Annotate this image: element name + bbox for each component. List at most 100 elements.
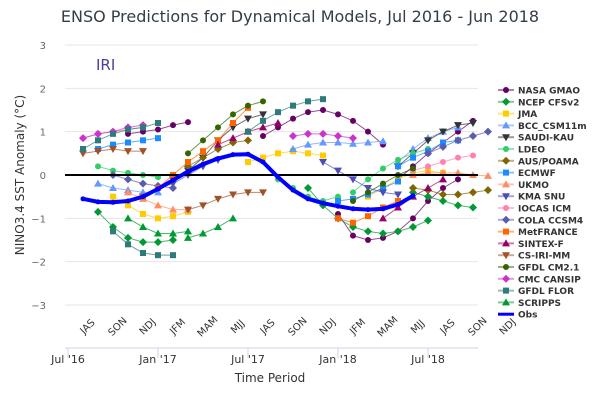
legend-item[interactable]: MetFRANCE <box>498 228 578 238</box>
data-point <box>394 203 402 211</box>
data-point <box>215 124 221 131</box>
data-point <box>155 120 161 126</box>
data-point <box>124 233 132 242</box>
legend-item[interactable]: BCC_CSM11m <box>498 121 587 132</box>
legend-item[interactable]: NASA GMAO <box>498 87 580 97</box>
legend-label: SAUDI-KAU <box>518 134 574 144</box>
data-point <box>260 154 266 161</box>
y-tick-label: 2 <box>40 84 46 95</box>
data-point <box>364 185 372 192</box>
data-point <box>229 191 237 199</box>
legend-item[interactable]: UKMO <box>498 180 549 191</box>
data-point <box>244 136 252 145</box>
data-point <box>214 223 222 230</box>
obs-point <box>125 198 131 204</box>
data-point <box>260 133 266 139</box>
data-point <box>154 201 162 209</box>
data-point <box>305 150 311 157</box>
data-point <box>125 202 131 209</box>
data-point <box>395 156 401 163</box>
data-point <box>124 188 132 196</box>
legend-item[interactable]: ECMWF <box>498 169 556 179</box>
data-point <box>454 136 462 145</box>
data-point <box>502 239 510 247</box>
data-point <box>484 171 492 179</box>
x-season-label: NDJ <box>138 317 159 338</box>
legend-item[interactable]: NCEP CFSv2 <box>498 97 579 109</box>
data-point <box>304 184 312 192</box>
legend-item[interactable]: CMC CANSIP <box>498 274 581 286</box>
legend-item[interactable]: GFDL CM2.1 <box>498 264 579 274</box>
data-point <box>503 110 509 117</box>
x-season-label: NDJ <box>318 317 339 338</box>
data-point <box>379 214 387 222</box>
y-tick-label: 1 <box>40 128 46 139</box>
legend-label: JMA <box>517 110 537 120</box>
data-point <box>349 176 357 184</box>
data-point <box>139 223 147 230</box>
data-point <box>454 201 462 210</box>
data-point <box>350 189 356 196</box>
obs-point <box>350 206 356 212</box>
data-point <box>320 96 326 103</box>
legend-item[interactable]: KMA SNU <box>498 193 565 203</box>
data-point <box>155 252 161 259</box>
data-point <box>109 146 117 153</box>
data-point <box>229 124 237 132</box>
data-point <box>455 154 461 161</box>
legend-item[interactable]: IOCAS ICM <box>498 205 571 215</box>
obs-point <box>410 193 416 199</box>
data-point <box>503 169 509 176</box>
data-point <box>440 139 446 146</box>
data-point <box>94 179 102 187</box>
data-point <box>259 111 267 119</box>
data-point <box>469 188 477 197</box>
data-point <box>335 111 341 118</box>
y-tick-label: −2 <box>31 258 46 269</box>
data-point <box>305 98 311 105</box>
data-point <box>394 191 402 199</box>
legend-item[interactable]: SAUDI-KAU <box>498 134 574 144</box>
data-point <box>379 137 387 145</box>
obs-point <box>185 169 191 175</box>
x-season-label: MAM <box>376 315 401 340</box>
obs-point <box>275 174 281 180</box>
legend-label: UKMO <box>518 181 549 191</box>
data-point <box>350 232 356 239</box>
data-point <box>380 234 386 241</box>
data-point <box>364 227 372 236</box>
data-point <box>140 137 146 144</box>
data-point <box>394 227 402 236</box>
obs-point <box>140 194 146 200</box>
data-point <box>289 145 297 152</box>
data-point <box>260 98 266 105</box>
chart-title: ENSO Predictions for Dynamical Models, J… <box>61 7 539 26</box>
legend-item[interactable]: SCRIPPS <box>498 298 561 309</box>
data-point <box>502 215 510 224</box>
data-point <box>379 189 387 197</box>
data-point <box>304 140 312 148</box>
data-point <box>503 228 509 235</box>
data-point <box>484 186 492 195</box>
legend-item[interactable]: LDEO <box>498 146 545 156</box>
data-point <box>424 149 432 158</box>
data-point <box>125 126 131 133</box>
legend-item[interactable]: JMA <box>498 110 537 120</box>
obs-point <box>320 200 326 206</box>
data-point <box>184 233 192 241</box>
data-point <box>409 184 417 192</box>
data-point <box>424 137 432 145</box>
legend-item[interactable]: Obs <box>498 311 537 321</box>
data-point <box>245 128 251 135</box>
data-point <box>455 176 461 183</box>
legend-item[interactable]: GFDL FLOR <box>498 287 574 297</box>
legend-item[interactable]: SINTEX-F <box>498 239 564 250</box>
legend-item[interactable]: COLA CCSM4 <box>498 215 583 227</box>
data-point <box>229 134 237 142</box>
obs-point <box>305 196 311 202</box>
legend-item[interactable]: AUS/POAMA <box>498 156 579 168</box>
legend-item[interactable]: CS-IRI-MM <box>498 252 570 262</box>
data-point <box>244 115 252 123</box>
x-axis-title: Time Period <box>234 371 306 385</box>
